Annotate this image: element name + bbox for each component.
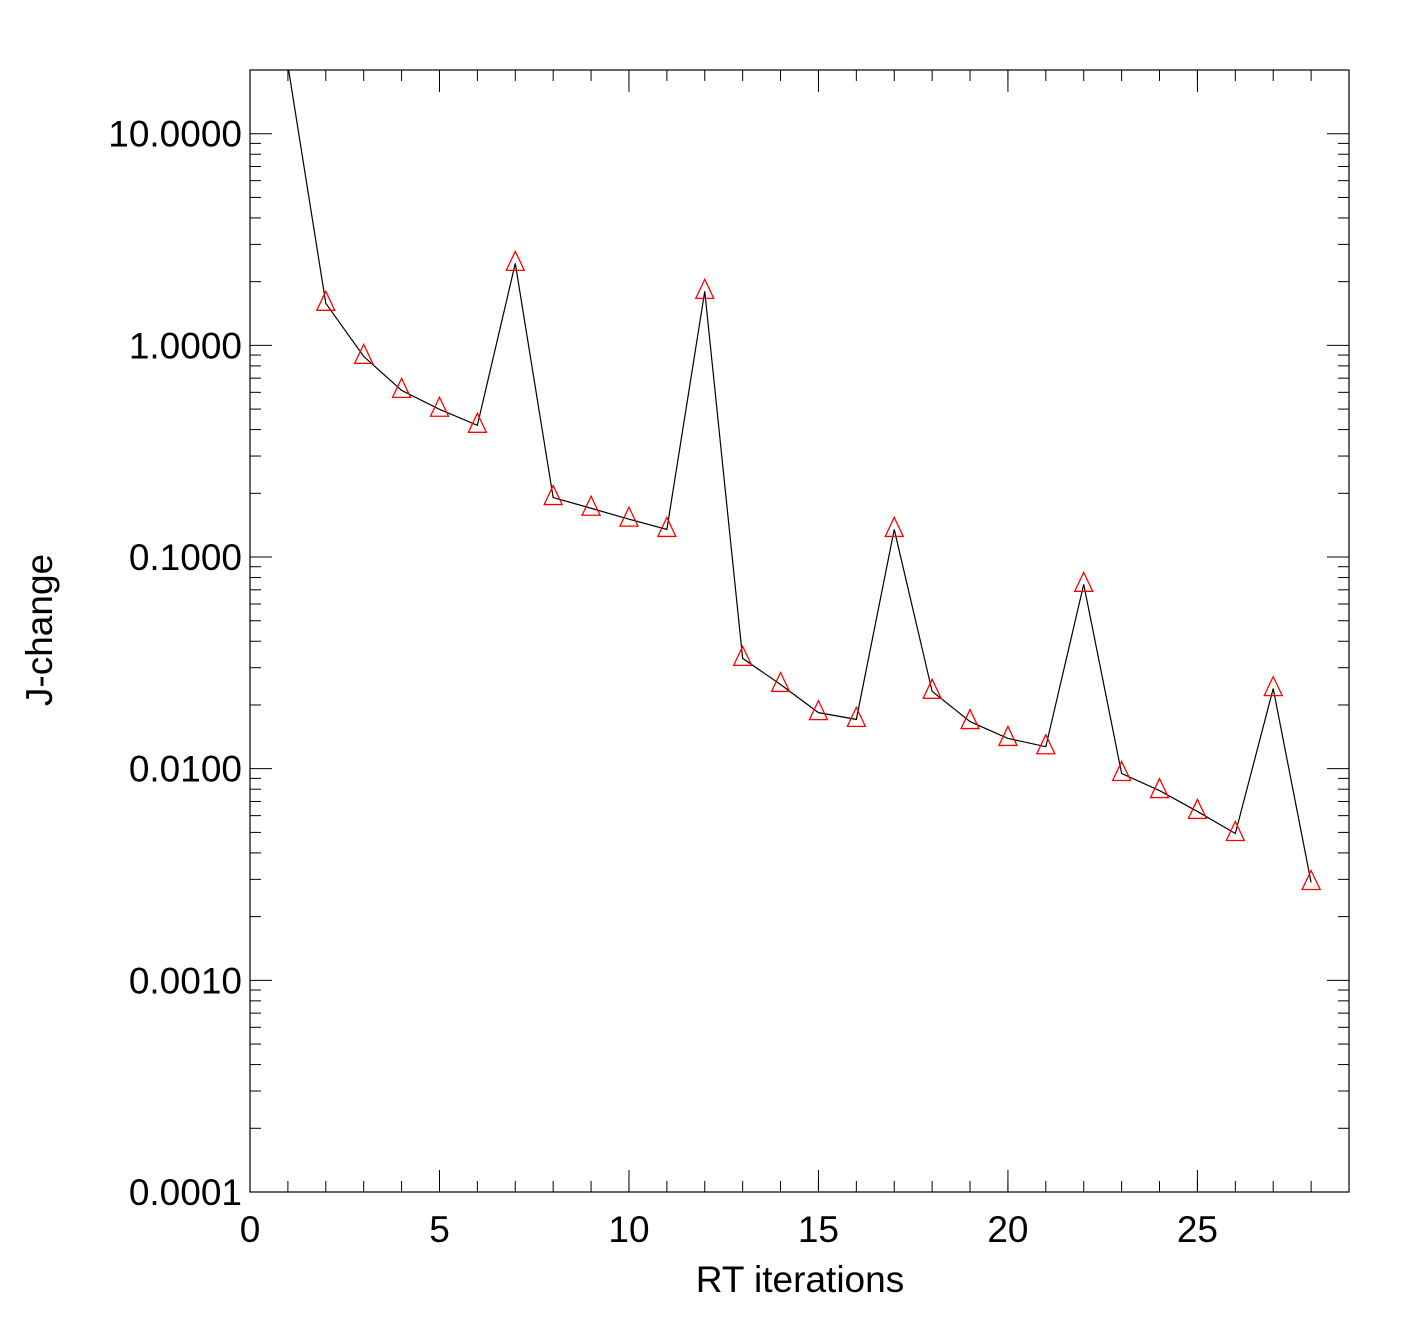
marker xyxy=(429,395,450,417)
x-tick-label: 15 xyxy=(798,1209,839,1250)
y-tick-label: 0.0001 xyxy=(129,1172,242,1213)
y-axis-label: J-change xyxy=(19,554,60,706)
marker xyxy=(353,342,374,365)
marker xyxy=(770,670,791,693)
marker xyxy=(694,277,715,299)
marker xyxy=(1035,733,1056,755)
marker xyxy=(391,376,412,399)
marker xyxy=(1149,777,1170,799)
marker xyxy=(922,677,943,699)
y-tick-label: 1.0000 xyxy=(129,325,242,366)
y-tick-label: 10.0000 xyxy=(108,114,242,155)
marker xyxy=(1073,570,1094,592)
marker xyxy=(997,724,1018,747)
marker xyxy=(732,644,753,667)
marker xyxy=(505,249,526,272)
y-tick-label: 0.0100 xyxy=(129,749,242,790)
data-line xyxy=(288,70,1312,883)
marker xyxy=(1111,759,1132,782)
marker xyxy=(315,289,336,311)
x-tick-label: 10 xyxy=(608,1209,649,1250)
marker xyxy=(808,699,829,721)
x-tick-label: 0 xyxy=(240,1209,261,1250)
marker xyxy=(1263,675,1284,697)
marker xyxy=(1225,819,1246,842)
y-tick-label: 0.0010 xyxy=(129,960,242,1001)
marker xyxy=(846,705,867,728)
x-axis-label: RT iterations xyxy=(696,1259,904,1300)
x-tick-label: 20 xyxy=(987,1209,1028,1250)
plot-frame xyxy=(249,69,1350,1193)
marker xyxy=(1187,797,1208,820)
marker xyxy=(1301,868,1322,891)
plot-area xyxy=(288,70,1322,891)
x-tick-label: 5 xyxy=(429,1209,450,1250)
marker xyxy=(618,505,639,527)
marker xyxy=(960,708,981,730)
y-tick-label: 0.1000 xyxy=(129,537,242,578)
marker xyxy=(467,411,488,433)
marker xyxy=(543,484,564,506)
marker xyxy=(581,494,602,516)
x-tick-label: 25 xyxy=(1177,1209,1218,1250)
marker xyxy=(884,515,905,538)
marker xyxy=(656,515,677,538)
